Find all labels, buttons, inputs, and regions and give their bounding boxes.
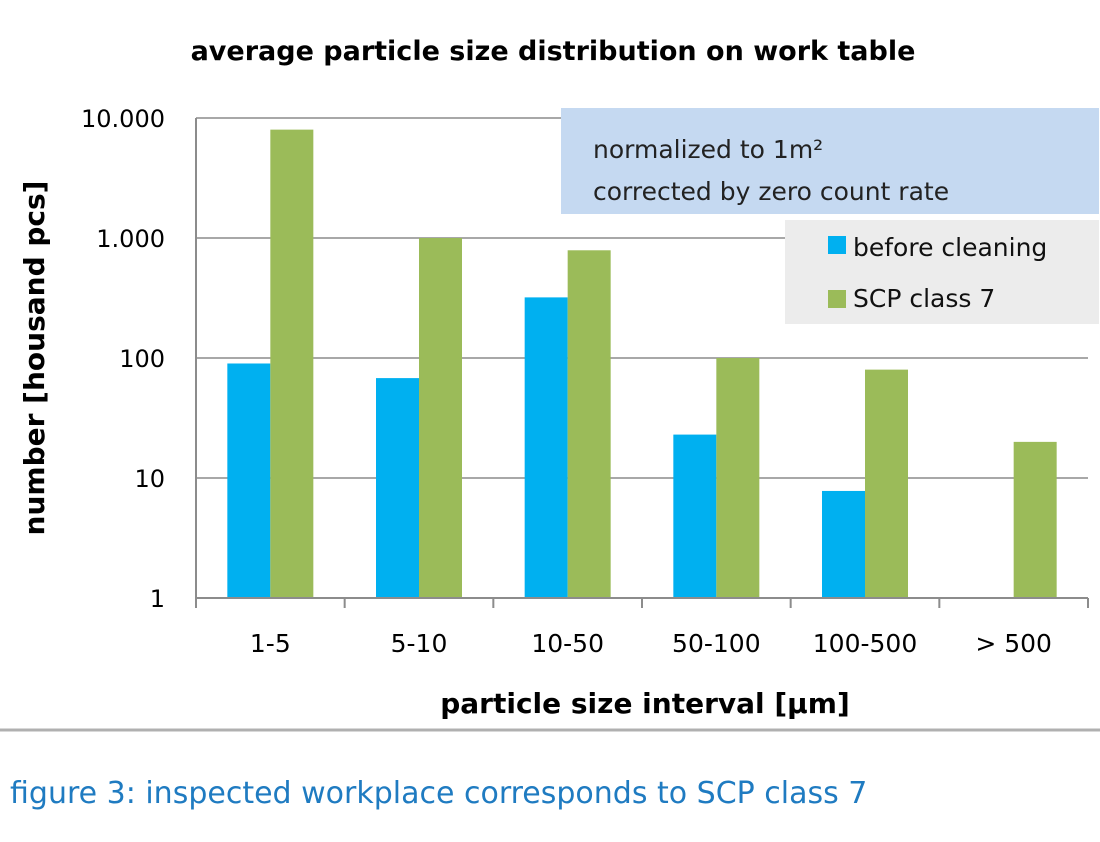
bar-before-cleaning — [376, 378, 419, 598]
bar-scp-class-7 — [865, 369, 908, 598]
y-tick-label: 1.000 — [96, 225, 165, 253]
bar-scp-class-7 — [716, 358, 760, 598]
y-tick-label: 100 — [119, 345, 165, 373]
legend-label-before-cleaning: before cleaning — [853, 233, 1047, 262]
y-tick-labels: 1 10 100 1.000 10.000 — [81, 105, 165, 613]
x-tick-labels: 1-5 5-10 10-50 50-100 100-500 > 500 — [250, 629, 1052, 658]
x-tick-label: 1-5 — [250, 629, 291, 658]
bars — [227, 129, 1057, 599]
legend-swatch-before-cleaning — [828, 236, 846, 254]
bar-before-cleaning — [524, 297, 568, 598]
y-tick-label: 10.000 — [81, 105, 165, 133]
legend-label-scp-class-7: SCP class 7 — [853, 284, 995, 313]
x-tick-label: 10-50 — [531, 629, 604, 658]
bar-before-cleaning — [673, 434, 717, 598]
chart-title: average particle size distribution on wo… — [191, 36, 916, 67]
x-tick-label: 100-500 — [813, 629, 917, 658]
x-axis-label: particle size interval [µm] — [440, 687, 850, 720]
bar-scp-class-7 — [270, 129, 314, 598]
annotation-line-1: normalized to 1m² — [593, 135, 823, 164]
bar-before-cleaning — [822, 490, 865, 598]
annotation-line-2: corrected by zero count rate — [593, 177, 949, 206]
y-tick-label: 1 — [150, 585, 165, 613]
y-axis-label: number [housand pcs] — [18, 181, 51, 536]
x-tick-label: > 500 — [975, 629, 1052, 658]
bar-scp-class-7 — [567, 250, 611, 599]
axes — [195, 118, 1089, 608]
legend-swatch-scp-class-7 — [828, 290, 846, 308]
x-tick-label: 50-100 — [672, 629, 761, 658]
bar-before-cleaning — [227, 363, 271, 598]
bar-scp-class-7 — [1013, 441, 1057, 598]
annotation-box — [561, 108, 1099, 214]
figure-caption: figure 3: inspected workplace correspond… — [10, 776, 868, 811]
x-tick-label: 5-10 — [391, 629, 448, 658]
bar-scp-class-7 — [419, 238, 462, 598]
y-tick-label: 10 — [134, 465, 165, 493]
